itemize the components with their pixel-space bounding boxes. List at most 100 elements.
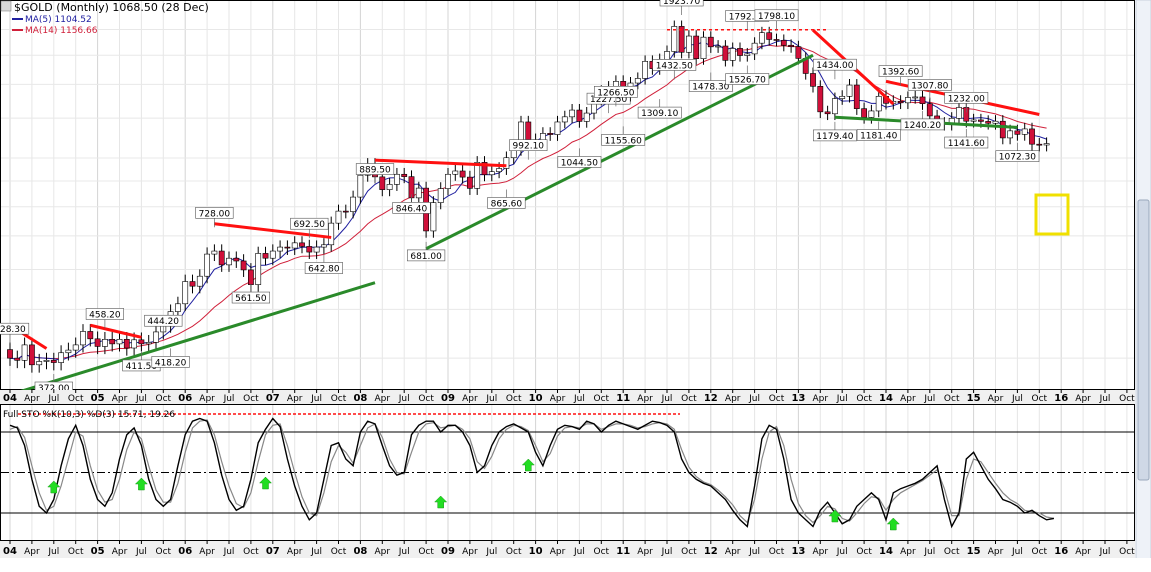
price-annotation: 458.20: [85, 308, 124, 329]
sto-label: Full STO %K(10,3) %D(3) 15.71, 19.26: [3, 410, 175, 420]
candle-body: [956, 107, 962, 119]
candle-body: [87, 331, 94, 340]
x-tick-label: Oct: [418, 547, 434, 557]
candle-body: [153, 331, 159, 343]
x-tick-label: Apr: [112, 394, 128, 404]
candle-body: [780, 40, 787, 46]
candle-body: [189, 281, 196, 287]
x-tick-label: Oct: [331, 547, 347, 557]
x-tick-label: 09: [441, 546, 455, 557]
candle-body: [102, 339, 108, 347]
price-annotations: 428.30372.00458.20411.50444.20418.20728.…: [0, 0, 1040, 394]
candle-body: [58, 352, 64, 363]
price-annotation: 1923.70: [659, 0, 704, 15]
price-annotation: 728.00: [195, 207, 234, 228]
x-tick-label: Apr: [24, 394, 40, 404]
candle-body: [204, 253, 210, 277]
annotation-box: [601, 134, 646, 146]
x-tick-label: Oct: [1119, 394, 1135, 404]
x-tick-label: Apr: [375, 547, 391, 557]
x-tick-label: Apr: [112, 547, 128, 557]
annotation-box: [754, 9, 799, 22]
price-annotation: 444.20: [144, 314, 183, 336]
x-tick-label: Apr: [637, 394, 653, 404]
price-annotation: 418.20: [151, 348, 190, 368]
x-tick-label: Jul: [836, 394, 848, 404]
candle-body: [481, 162, 488, 176]
candle-body: [868, 110, 875, 118]
price-annotation: 1044.50: [557, 148, 602, 168]
candle-body: [175, 303, 181, 312]
price-annotation: 1155.60: [601, 126, 646, 146]
price-annotation: 1072.30: [995, 142, 1040, 163]
annotation-box: [509, 139, 548, 151]
candle-body: [386, 184, 393, 190]
x-tick-label: Oct: [331, 394, 347, 404]
candle-body: [1029, 128, 1035, 145]
annotation-box: [487, 197, 526, 209]
annotation-label: 1307.80: [911, 81, 948, 91]
x-tick-label: 10: [529, 546, 543, 557]
annotation-label: 846.40: [396, 204, 428, 214]
price-annotation: 1266.50: [593, 86, 638, 107]
price-annotation: 1432.50: [652, 59, 697, 80]
x-tick-label: Apr: [813, 394, 829, 404]
x-tick-label: 05: [91, 393, 105, 404]
x-tick-label: 05: [91, 546, 105, 557]
annotation-box: [406, 249, 446, 262]
candle-body: [875, 95, 882, 112]
sto-k-line: [9, 417, 1055, 529]
candlesticks: [7, 20, 1050, 373]
x-tick-label: Apr: [637, 547, 653, 557]
price-annotation: 1392.60: [878, 65, 923, 86]
candle-body: [233, 257, 240, 262]
candle-body: [488, 171, 495, 176]
annotation-label: 1432.50: [656, 61, 693, 71]
annotation-box: [878, 65, 923, 77]
annotation-label: 1141.60: [948, 139, 985, 149]
x-tick-label: Jul: [47, 547, 59, 557]
x-tick-label: Apr: [988, 547, 1004, 557]
candle-body: [693, 35, 700, 59]
x-tick-label: Apr: [287, 547, 303, 557]
x-tick-label: Oct: [594, 394, 610, 404]
candle-body: [291, 242, 298, 249]
scrollbar-thumb[interactable]: [1137, 199, 1150, 481]
candle-body: [415, 187, 422, 199]
price-annotation: 681.00: [406, 241, 446, 262]
price-annotation: 846.40: [392, 194, 431, 214]
chart-menu-icon[interactable]: [0, 0, 12, 12]
resistance-trendline: [374, 158, 507, 168]
candle-body: [744, 53, 751, 56]
candle-body: [846, 84, 853, 97]
candle-body: [306, 246, 313, 253]
candle-body: [634, 78, 641, 84]
x-tick-label: 12: [704, 393, 718, 404]
x-tick-label: 06: [178, 393, 192, 404]
price-annotation: 1181.40: [856, 121, 901, 142]
annotation-label: 1072.30: [999, 153, 1036, 163]
x-tick-label: Oct: [944, 547, 960, 557]
annotation-label: 1798.10: [758, 12, 795, 22]
price-annotation: 1798.10: [754, 9, 799, 30]
candle-body: [503, 157, 510, 169]
x-tick-label: Jul: [1011, 394, 1023, 404]
x-tick-label: Jul: [748, 394, 760, 404]
candle-body: [839, 95, 846, 99]
candle-body: [539, 133, 546, 141]
price-annotation: 1307.80: [907, 79, 952, 100]
candle-body: [1021, 128, 1028, 135]
annotation-label: 992.10: [513, 142, 545, 152]
candle-body: [678, 26, 685, 53]
up-arrow-icon: [521, 458, 535, 472]
candle-body: [28, 344, 35, 366]
x-tick-label: Oct: [156, 547, 172, 557]
x-tick-label: Jul: [398, 547, 410, 557]
candle-body: [861, 108, 867, 118]
candle-body: [685, 35, 692, 53]
price-annotation: 642.80: [304, 254, 344, 275]
candle-body: [700, 36, 707, 59]
annotation-label: 1181.40: [860, 132, 897, 142]
x-tick-label: Jul: [1011, 547, 1023, 557]
annotation-label: 692.50: [294, 220, 326, 230]
